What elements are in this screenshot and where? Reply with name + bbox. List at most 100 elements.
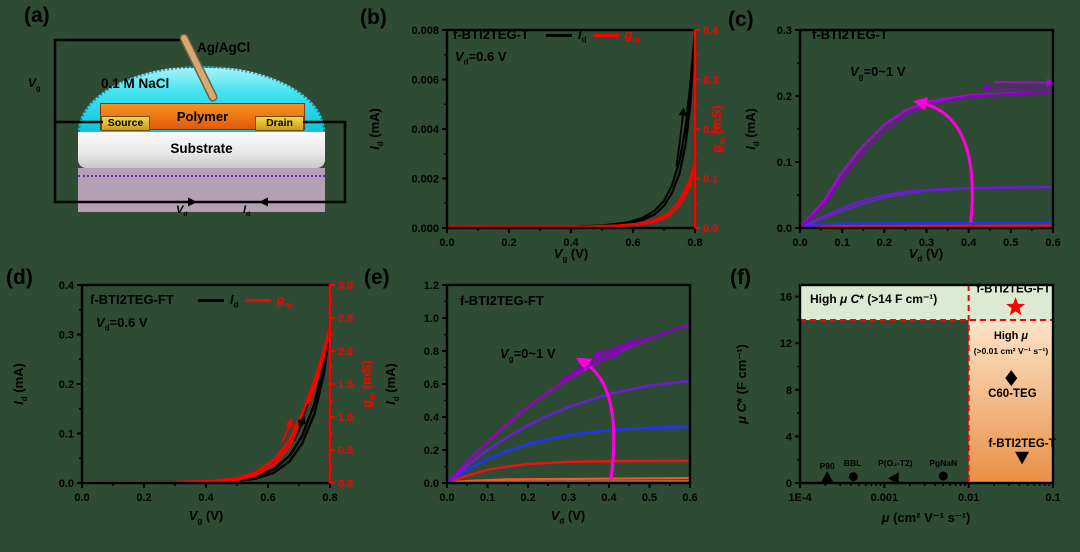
svg-text:P90: P90 [820,461,835,471]
svg-text:0.4: 0.4 [198,492,214,504]
svg-text:0.4: 0.4 [961,237,977,249]
legend-line-id [198,299,224,303]
svg-text:0.3: 0.3 [919,237,934,249]
svg-text:0.1: 0.1 [703,174,718,186]
dotted-interface-line [78,175,325,177]
legend-label-id: Id [578,27,587,45]
y-axis-label: Id (mA) [367,108,385,150]
source-electrode: Source [101,116,150,131]
svg-text:0.000: 0.000 [411,223,439,235]
high-u-region-sublabel: (>0.01 cm² V⁻¹ s⁻¹) [973,346,1049,356]
panel-b-label: (b) [360,6,387,29]
x-axis-label: Vd (V) [550,508,586,526]
svg-text:0.2: 0.2 [424,445,439,457]
svg-text:0.3: 0.3 [777,25,792,37]
svg-text:0.0: 0.0 [338,478,353,490]
x-axis-label: Vd (V) [908,246,944,264]
svg-text:0.0: 0.0 [439,492,454,504]
svg-text:0.5: 0.5 [642,492,657,504]
svg-text:f-BTI2TEG-T: f-BTI2TEG-T [989,438,1056,450]
svg-text:P(O₂-T2): P(O₂-T2) [878,458,913,468]
panel-c: (c) 0.0 0.1 0.2 0.3 0.4 0.5 0.6 0.0 0.1 0.2 0.3 f-… [726,0,1080,264]
current-arrow-right [188,197,197,207]
legend-line-gm [244,299,271,303]
svg-text:2.5: 2.5 [338,313,353,325]
svg-text:0.0: 0.0 [439,237,454,249]
gate-electrode-label: Ag/AgCl [197,40,251,55]
svg-text:0.1: 0.1 [59,429,74,441]
panel-e-label: (e) [364,266,390,289]
drain-voltage-label: Vd [176,204,188,219]
svg-text:8: 8 [786,385,792,397]
svg-text:0.1: 0.1 [1045,492,1060,504]
svg-text:C60-TEG: C60-TEG [988,388,1037,400]
svg-text:0.6: 0.6 [1045,237,1060,249]
svg-text:0.1: 0.1 [777,157,792,169]
svg-text:0: 0 [786,478,792,490]
svg-text:0.8: 0.8 [424,346,439,358]
svg-text:0.6: 0.6 [682,492,697,504]
svg-text:0.008: 0.008 [411,25,439,37]
svg-text:0.3: 0.3 [703,75,718,87]
svg-text:1.0: 1.0 [424,313,439,325]
panel-d: (d) 0.0 0.2 0.4 0.6 0.8 0.0 0.1 0.2 0.3 0.4 0.0 0.5… [0,262,377,552]
panel-a: (a) Substrate Polymer Source Drain Ag/Ag… [0,0,356,262]
svg-text:0.8: 0.8 [687,237,702,249]
svg-text:0.0: 0.0 [777,223,792,235]
svg-text:0.0: 0.0 [703,223,718,235]
gate-voltage-label: Vg [28,76,41,93]
panel-a-label: (a) [24,4,50,27]
svg-text:0.2: 0.2 [520,492,535,504]
high-u-region-label: High μ [993,330,1029,342]
legend-line-gm [592,34,619,38]
svg-text:1.0: 1.0 [338,412,353,424]
current-arrow-left [259,197,268,207]
x-axis-label: μ (cm² V⁻¹ s⁻¹) [881,510,971,525]
svg-text:3.0: 3.0 [338,280,353,292]
svg-text:4: 4 [786,431,793,443]
svg-text:16: 16 [780,292,792,304]
svg-text:0.3: 0.3 [59,330,74,342]
svg-text:f-BTI2TEG-FT: f-BTI2TEG-FT [976,284,1050,296]
svg-text:0.4: 0.4 [563,237,579,249]
chart-title: f-BTI2TEG-T [453,27,529,42]
svg-text:0.4: 0.4 [59,280,75,292]
svg-text:0.0: 0.0 [424,478,439,490]
svg-text:0.2: 0.2 [501,237,516,249]
panel-d-label: (d) [6,266,33,289]
x-axis-label: Vg (V) [188,508,224,526]
legend-label-gm: gm [276,292,292,310]
drain-electrode: Drain [255,116,304,131]
svg-text:0.1: 0.1 [480,492,495,504]
svg-text:0.2: 0.2 [136,492,151,504]
panel-b: (b) 0.0 0.2 0.4 0.6 0.8 0.000 0.002 0.004 0.006 0… [356,0,728,264]
svg-text:1.5: 1.5 [338,379,353,391]
drain-current-label: Id [243,204,251,219]
legend: Id gm [546,27,640,45]
svg-text:0.0: 0.0 [792,237,807,249]
legend-line-id [546,34,572,38]
svg-text:0.2: 0.2 [877,237,892,249]
svg-text:0.004: 0.004 [411,124,439,136]
chart-title: f-BTI2TEG-FT [90,292,174,307]
svg-text:0.4: 0.4 [703,25,719,37]
transfer-chart-bti2teg-t: 0.0 0.2 0.4 0.6 0.8 0.000 0.002 0.004 0.006 0.008… [356,0,728,262]
gate-range-label: Vg=0~1 V [500,346,556,364]
svg-text:BBL: BBL [844,458,861,468]
transfer-chart-bti2teg-ft: 0.0 0.2 0.4 0.6 0.8 0.0 0.1 0.2 0.3 0.4 0.0 0.5 1.0 1… [0,262,376,552]
svg-text:0.5: 0.5 [338,445,353,457]
electrolyte-label: 0.1 M NaCl [101,76,170,91]
y2-axis-label: gm (mS) [709,105,727,153]
svg-text:0.5: 0.5 [1003,237,1018,249]
panel-f-label: (f) [730,266,751,289]
svg-text:0.002: 0.002 [411,174,439,186]
panel-c-label: (c) [728,8,754,31]
svg-text:1.2: 1.2 [424,280,439,292]
svg-text:0.6: 0.6 [424,379,439,391]
svg-text:0.0: 0.0 [59,478,74,490]
bias-condition: Vd=0.6 V [96,315,148,333]
svg-text:0.01: 0.01 [958,492,979,504]
svg-text:0.6: 0.6 [625,237,640,249]
svg-text:0.1: 0.1 [835,237,850,249]
